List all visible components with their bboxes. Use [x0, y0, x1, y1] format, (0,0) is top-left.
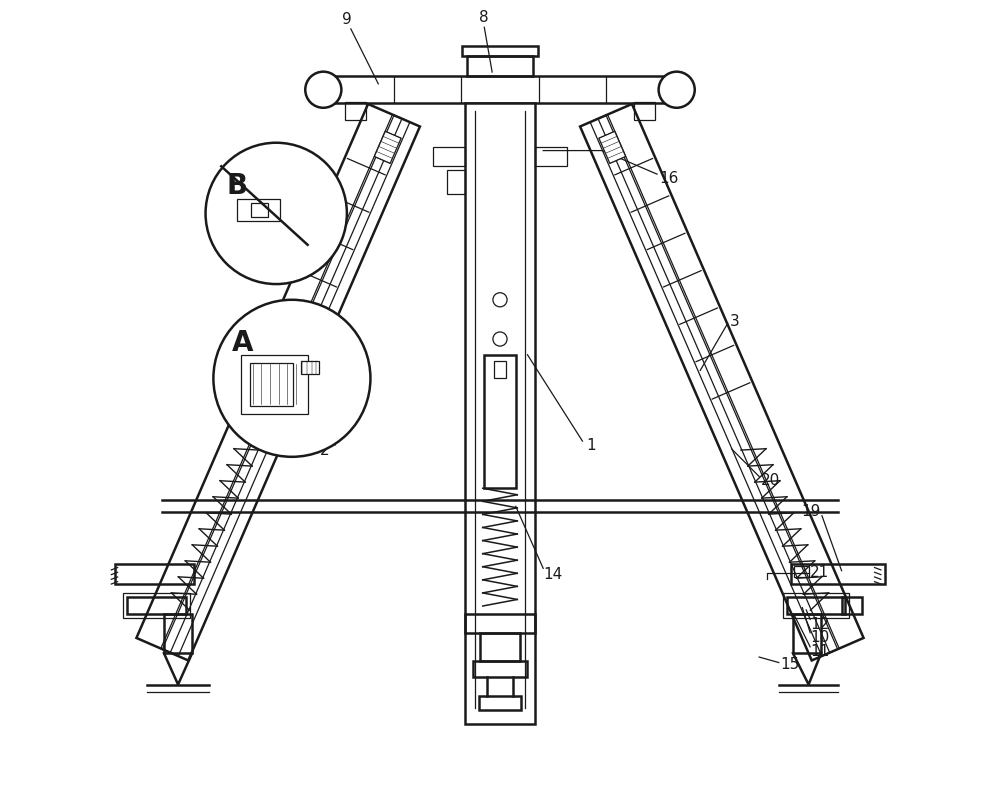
Text: 12: 12: [810, 616, 829, 631]
Bar: [465, 614, 535, 634]
Bar: [127, 597, 186, 614]
Polygon shape: [580, 104, 864, 660]
Bar: [467, 57, 533, 76]
Text: 10: 10: [810, 630, 829, 645]
Bar: [241, 355, 308, 414]
Text: B: B: [226, 172, 248, 200]
Bar: [473, 661, 527, 677]
Polygon shape: [374, 132, 401, 163]
Bar: [535, 147, 567, 166]
Bar: [791, 563, 885, 584]
Text: 11: 11: [810, 644, 829, 659]
Bar: [327, 76, 673, 103]
Bar: [115, 563, 194, 584]
Bar: [484, 355, 516, 489]
Circle shape: [213, 299, 370, 457]
Bar: [301, 361, 319, 374]
Bar: [793, 614, 821, 653]
Text: 15: 15: [780, 657, 800, 672]
Text: 9: 9: [342, 12, 352, 27]
Bar: [794, 566, 809, 577]
Bar: [634, 102, 655, 120]
Polygon shape: [599, 132, 626, 163]
Text: 8: 8: [479, 10, 489, 25]
Circle shape: [206, 143, 347, 284]
Circle shape: [493, 332, 507, 346]
Bar: [480, 634, 520, 661]
Polygon shape: [136, 104, 420, 660]
Bar: [345, 102, 366, 120]
Text: 20: 20: [761, 473, 780, 488]
Bar: [250, 362, 293, 406]
Bar: [465, 103, 535, 724]
Text: A: A: [232, 329, 253, 357]
Bar: [842, 597, 862, 614]
Bar: [447, 170, 465, 194]
Bar: [783, 593, 849, 618]
Text: 14: 14: [543, 567, 562, 582]
Text: 21: 21: [810, 565, 829, 580]
Text: 1: 1: [586, 437, 596, 452]
Circle shape: [659, 72, 695, 108]
Bar: [787, 597, 845, 614]
Circle shape: [305, 72, 341, 108]
Text: 3: 3: [730, 314, 740, 329]
Bar: [479, 697, 521, 711]
Text: 16: 16: [659, 170, 679, 185]
Text: 19: 19: [801, 504, 820, 519]
Circle shape: [493, 371, 507, 385]
Bar: [251, 203, 268, 217]
Bar: [164, 614, 192, 653]
Bar: [237, 199, 280, 221]
Circle shape: [493, 292, 507, 307]
Text: 2: 2: [320, 443, 330, 458]
Bar: [123, 593, 190, 618]
Bar: [433, 147, 465, 166]
Bar: [462, 46, 538, 57]
Bar: [494, 361, 506, 378]
